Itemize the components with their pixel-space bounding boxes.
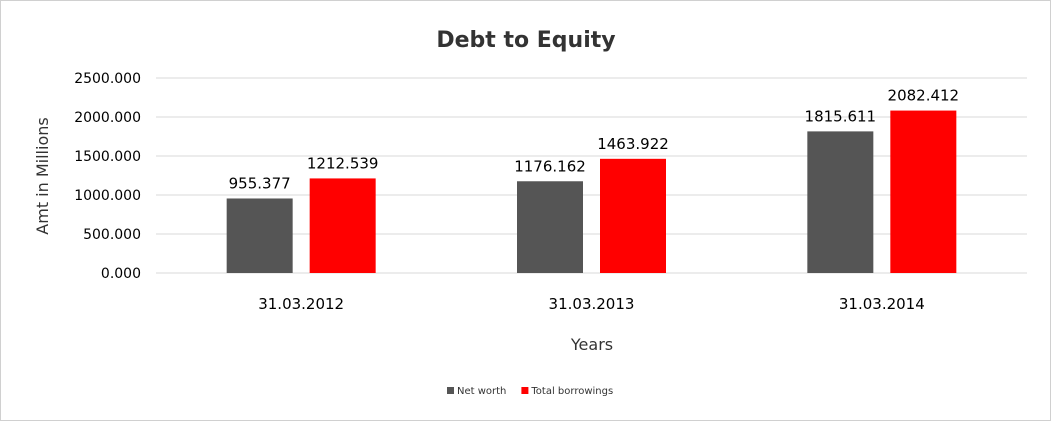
data-label: 1815.611 — [805, 107, 877, 125]
bar-total-borrowings — [890, 110, 957, 273]
y-tick-label: 1500.000 — [74, 149, 141, 165]
x-axis-title: Years — [570, 335, 613, 354]
x-category-label: 31.03.2014 — [839, 295, 925, 313]
y-tick-label: 1000.000 — [74, 188, 141, 204]
y-tick-label: 2500.000 — [74, 71, 141, 87]
chart-title: Debt to Equity — [436, 28, 615, 53]
legend-swatch — [521, 387, 529, 394]
bar-net-worth — [807, 131, 874, 273]
gridlines — [156, 77, 1027, 274]
x-category-label: 31.03.2013 — [549, 295, 635, 313]
y-axis-title: Amt in Millions — [33, 117, 52, 234]
data-label: 955.377 — [229, 174, 291, 192]
data-label: 1176.162 — [514, 157, 586, 175]
y-axis-ticks: 0.000 500.000 1000.000 1500.000 2000.000 2500… — [74, 71, 141, 282]
y-tick-label: 2000.000 — [74, 110, 141, 126]
data-labels: 955.377 1212.539 1176.162 1463.922 1815.611 2… — [229, 87, 959, 193]
bar-net-worth — [226, 198, 293, 273]
x-axis-categories: 31.03.2012 31.03.2013 31.03.2014 — [258, 295, 925, 313]
data-label: 1463.922 — [597, 135, 669, 153]
legend: Net worth Total borrowings — [447, 386, 613, 397]
x-category-label: 31.03.2012 — [258, 295, 344, 313]
bar-total-borrowings — [600, 158, 666, 273]
bar-total-borrowings — [309, 178, 376, 273]
y-tick-label: 500.000 — [83, 227, 141, 243]
legend-swatch — [447, 387, 454, 394]
legend-label: Net worth — [457, 386, 506, 397]
data-label: 1212.539 — [307, 154, 379, 172]
data-label: 2082.412 — [888, 87, 960, 105]
bars — [226, 110, 957, 273]
bar-net-worth — [517, 181, 583, 273]
legend-label: Total borrowings — [530, 386, 613, 397]
y-tick-label: 0.000 — [101, 266, 141, 282]
